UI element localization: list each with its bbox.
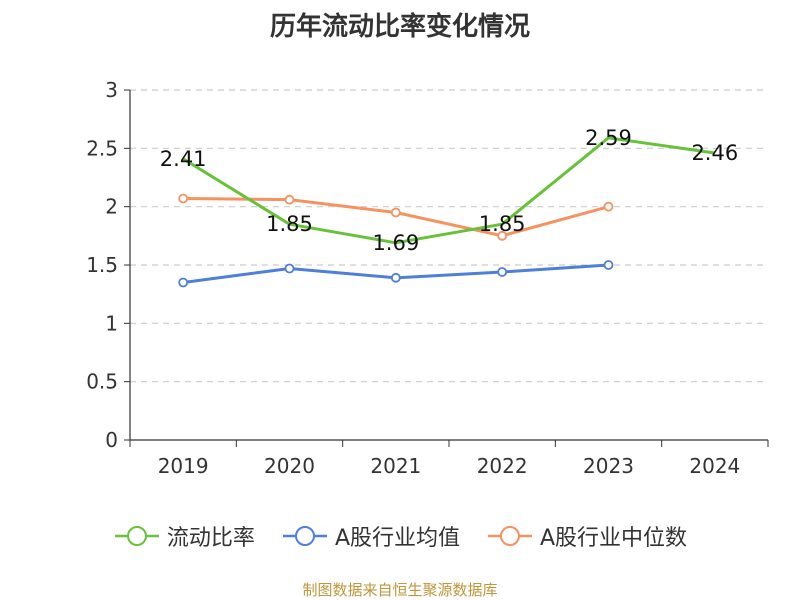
y-tick-label: 3 xyxy=(105,78,118,102)
legend-label: 流动比率 xyxy=(166,526,255,551)
legend-swatch-circle xyxy=(500,526,520,546)
data-point xyxy=(390,272,401,283)
series-line xyxy=(182,136,716,245)
data-point xyxy=(497,230,508,241)
legend-swatch-icon xyxy=(114,526,159,546)
data-point xyxy=(603,260,614,270)
data-label: 1.69 xyxy=(372,231,419,255)
y-tick-label: 2 xyxy=(105,195,118,219)
chart-title: 历年流动比率变化情况 xyxy=(269,12,530,42)
data-label: 2.46 xyxy=(691,141,738,165)
x-tick-label: 2023 xyxy=(583,454,634,478)
data-point xyxy=(603,201,614,212)
data-point xyxy=(178,193,189,204)
data-point xyxy=(497,267,508,277)
data-point xyxy=(284,263,295,274)
legend-item[interactable]: A股行业中位数 xyxy=(486,520,687,552)
x-tick-label: 2020 xyxy=(264,454,315,478)
legend-label: A股行业中位数 xyxy=(540,526,688,551)
grid-lines xyxy=(130,89,768,383)
x-tick-label: 2021 xyxy=(370,454,421,478)
legend-swatch-icon xyxy=(488,526,532,546)
series-lines xyxy=(178,136,716,288)
legend-swatch-circle xyxy=(294,526,315,546)
line-chart: 0 0.5 1 1.5 2 2.5 3 2019 2020 2021 2022 2023 2024 2.… xyxy=(86,78,769,478)
y-tick-label: 0 xyxy=(105,428,118,452)
data-point xyxy=(390,207,401,218)
data-point xyxy=(178,277,189,288)
legend-label: A股行业均值 xyxy=(334,526,460,551)
y-tick-label: 1 xyxy=(105,311,118,335)
data-label: 1.85 xyxy=(266,212,313,236)
data-label: 1.85 xyxy=(479,212,526,236)
data-label: 2.41 xyxy=(160,147,207,171)
legend-item[interactable]: A股行业均值 xyxy=(281,520,460,552)
y-tick-label: 0.5 xyxy=(86,370,118,394)
y-tick-label: 1.5 xyxy=(86,253,118,277)
x-tick-label: 2022 xyxy=(477,454,528,478)
data-label: 2.59 xyxy=(585,126,632,150)
legend-item[interactable]: 流动比率 xyxy=(113,520,255,552)
legend: 流动比率 A股行业均值 A股行业中位数 xyxy=(0,518,800,554)
y-tick-label: 2.5 xyxy=(86,136,118,160)
legend-swatch-icon xyxy=(282,526,327,546)
legend-swatch-circle xyxy=(126,526,147,546)
source-note: 制图数据来自恒生聚源数据库 xyxy=(302,581,498,599)
data-point xyxy=(284,194,295,205)
axes: 0 0.5 1 1.5 2 2.5 3 2019 2020 2021 2022 2023 2024 xyxy=(86,78,769,478)
x-tick-label: 2024 xyxy=(689,454,740,478)
data-labels: 2.41 1.85 1.69 1.85 2.59 2.46 xyxy=(160,126,738,255)
x-tick-label: 2019 xyxy=(158,454,209,478)
